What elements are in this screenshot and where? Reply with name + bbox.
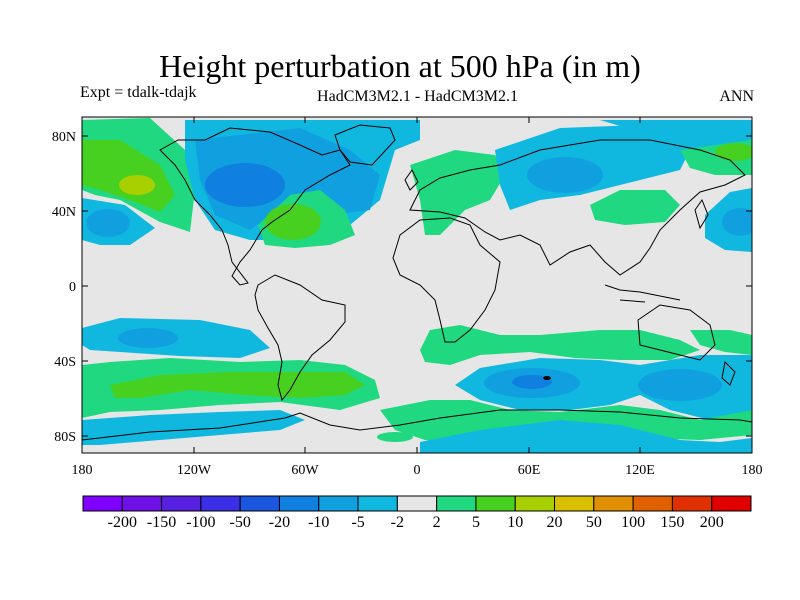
colorbar-label: 50 xyxy=(586,514,602,531)
contour-blue-southpacific-east-mid xyxy=(638,369,722,401)
coastlines xyxy=(82,124,752,441)
contour-green-southeast xyxy=(690,330,752,355)
colorbar-label: -150 xyxy=(147,514,176,531)
contour-dark-blue-core xyxy=(543,376,551,380)
colorbar-label: -100 xyxy=(186,514,215,531)
colorbar-label: 100 xyxy=(621,514,645,531)
contour-blue-npacific-east-mid xyxy=(722,208,752,236)
colorbar-label: 5 xyxy=(472,514,480,531)
coast-indonesia xyxy=(604,284,681,303)
colorbar-label: -2 xyxy=(391,514,404,531)
lat-label-40n: 40N xyxy=(52,205,76,220)
experiment-label: Expt = tdalk-tdajk xyxy=(80,84,197,101)
colorbar-swatch xyxy=(278,495,320,512)
contour-field xyxy=(82,117,752,453)
lon-label-120w: 120W xyxy=(177,463,212,478)
contour-lime-arctic-east xyxy=(715,143,752,161)
coast-north-america xyxy=(159,127,351,286)
contour-blue-southpacific-mid xyxy=(118,328,178,348)
colorbar-swatch xyxy=(711,495,752,512)
lon-axis: 180 120W 60W 0 60E 120E 180 xyxy=(72,117,763,478)
contour-green-europe xyxy=(410,150,505,235)
colorbar-swatch xyxy=(318,495,359,512)
colorbar-swatch xyxy=(514,495,556,512)
contour-green-southindian xyxy=(420,325,700,365)
coast-africa xyxy=(392,217,501,343)
contour-lime-alaska xyxy=(82,140,175,212)
colorbar-swatch xyxy=(161,495,202,512)
contour-blue-southindian-dark xyxy=(512,375,552,389)
coast-new-zealand xyxy=(721,360,736,386)
colorbar-swatch xyxy=(200,495,241,512)
coast-greenland xyxy=(334,124,396,166)
lon-label-0: 0 xyxy=(414,463,421,478)
season-label: ANN xyxy=(719,88,754,105)
colorbar-swatch xyxy=(554,495,595,512)
colorbar-label: 2 xyxy=(433,514,441,531)
colorbar-swatch xyxy=(239,495,280,512)
contour-lime-atlantic xyxy=(265,204,321,240)
contour-green-antarctic-patch xyxy=(377,432,413,442)
lon-label-180w: 180 xyxy=(72,463,93,478)
colorbar-label: -5 xyxy=(351,514,364,531)
coast-australia xyxy=(637,304,716,361)
colorbar-label: -20 xyxy=(269,514,290,531)
contour-blue-canada-dark xyxy=(205,163,285,207)
coast-antarctica xyxy=(82,409,752,441)
contour-blue-pacific-west-mid xyxy=(86,209,130,237)
coast-eurasia xyxy=(409,139,746,276)
model-label: HadCM3M2.1 - HadCM3M2.1 xyxy=(317,88,518,105)
lon-label-60e: 60E xyxy=(518,463,541,478)
coast-uk xyxy=(404,169,419,191)
lat-label-0: 0 xyxy=(69,280,76,295)
colorbar-swatch xyxy=(632,495,673,512)
colorbar-label: 20 xyxy=(547,514,563,531)
lat-label-40s: 40S xyxy=(54,355,76,370)
colorbar-swatch xyxy=(436,495,477,512)
lon-label-180e: 180 xyxy=(742,463,763,478)
colorbar-label: -50 xyxy=(230,514,251,531)
lat-label-80n: 80N xyxy=(52,130,76,145)
coast-south-america xyxy=(254,274,346,402)
contour-blue-antarctic-east xyxy=(420,420,752,453)
lon-label-60w: 60W xyxy=(291,463,319,478)
colorbar-label: -10 xyxy=(308,514,329,531)
lat-label-80s: 80S xyxy=(54,430,76,445)
lat-axis: 80N 40N 0 40S 80S xyxy=(52,130,752,445)
contour-blue-antarctic-west xyxy=(82,410,305,445)
colorbar-swatch xyxy=(671,495,713,512)
contour-yellow-alaska xyxy=(119,175,155,195)
colorbar-swatch xyxy=(396,495,438,512)
contour-green-siberia xyxy=(590,190,680,225)
colorbar-labels: -200 -150 -100 -50 -20 -10 -5 -2 2 5 10 20 50 100 150 2… xyxy=(108,514,724,531)
colorbar-label: -200 xyxy=(108,514,137,531)
contour-blue-eurasia-mid xyxy=(527,157,603,193)
colorbar-swatch xyxy=(593,495,634,512)
colorbar-swatch xyxy=(82,495,123,512)
colorbar xyxy=(82,495,752,512)
colorbar-label: 10 xyxy=(507,514,523,531)
map-title: Height perturbation at 500 hPa (in m) xyxy=(159,48,641,84)
colorbar-swatch xyxy=(357,495,398,512)
colorbar-swatch xyxy=(475,495,516,512)
coast-japan xyxy=(694,198,709,230)
contour-lime-southern xyxy=(110,372,365,398)
colorbar-label: 150 xyxy=(660,514,684,531)
colorbar-label: 200 xyxy=(700,514,724,531)
lon-label-120e: 120E xyxy=(625,463,655,478)
colorbar-swatch xyxy=(121,495,163,512)
